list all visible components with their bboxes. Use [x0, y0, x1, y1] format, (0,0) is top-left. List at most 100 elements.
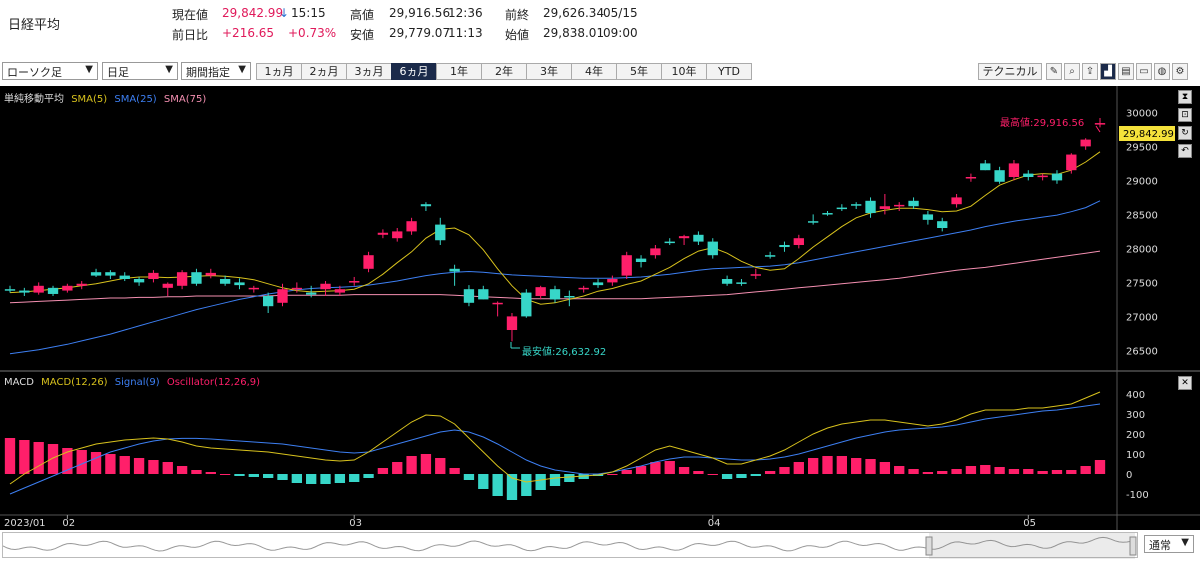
- change-value: +216.65: [222, 26, 275, 40]
- print-icon[interactable]: ▤: [1118, 63, 1134, 80]
- price-chart[interactable]: 30000 29500 29000 28500 28000 27500 27000 26500…: [0, 86, 1200, 530]
- y-tick-label: 29500: [1126, 142, 1158, 153]
- gear-icon[interactable]: ⚙: [1172, 63, 1188, 80]
- reset-icon[interactable]: ↻: [1178, 126, 1192, 140]
- candle: [1037, 175, 1048, 178]
- candle: [865, 200, 876, 214]
- navigator-mode-value: 通常: [1149, 539, 1171, 552]
- index-name: 日経平均: [8, 18, 61, 33]
- candle: [592, 282, 604, 286]
- candle: [678, 236, 690, 239]
- open-label: 始値: [505, 28, 530, 42]
- candle: [76, 283, 87, 286]
- candle: [119, 275, 130, 279]
- range-button[interactable]: 1ヵ月: [256, 63, 302, 80]
- navigator-handle[interactable]: [925, 536, 933, 556]
- y-tick-label: 28500: [1126, 210, 1158, 221]
- chart-canvas[interactable]: 30000 29500 29000 28500 28000 27500 27000 26500…: [0, 86, 1200, 530]
- change-pct: +0.73%: [288, 26, 337, 40]
- y-tick-label: 27000: [1126, 312, 1158, 323]
- candle: [1023, 173, 1034, 177]
- candle: [549, 289, 561, 300]
- macd-legend: MACD MACD(12,26) Signal(9) Oscillator(12…: [4, 377, 260, 388]
- oscillator-bar: [291, 474, 303, 483]
- x-tick-label: 02: [62, 518, 75, 529]
- caret-down-icon: ▼: [238, 64, 246, 75]
- x-tick-label: 2023/01: [4, 518, 46, 529]
- caret-down-icon: ▼: [85, 64, 93, 75]
- range-button[interactable]: 3年: [526, 63, 572, 80]
- candle: [463, 289, 475, 303]
- oscillator-bar: [176, 466, 188, 474]
- period-select[interactable]: 期間指定 ▼: [181, 62, 251, 80]
- oscillator-bar: [836, 456, 848, 474]
- navigator-canvas[interactable]: [2, 533, 1139, 559]
- close-icon[interactable]: ✕: [1178, 376, 1192, 390]
- oscillator-bar: [90, 452, 102, 474]
- low-time: 11:13: [448, 26, 483, 40]
- candle: [836, 207, 848, 210]
- oscillator-bar: [205, 472, 216, 474]
- open-value: 29,838.01: [543, 26, 605, 40]
- candle: [750, 274, 761, 276]
- candle: [19, 290, 30, 293]
- last-price-badge: [1119, 126, 1175, 141]
- range-button[interactable]: 6ヵ月: [391, 63, 437, 80]
- candle: [1066, 154, 1077, 171]
- lock-icon[interactable]: ⊡: [1178, 108, 1192, 122]
- caret-down-icon: ▼: [165, 64, 173, 75]
- range-button[interactable]: 2ヵ月: [301, 63, 347, 80]
- chart-type-select[interactable]: ローソク足 ▼: [2, 62, 98, 80]
- oscillator-bar: [549, 474, 561, 486]
- candle: [807, 221, 819, 223]
- range-button[interactable]: 2年: [481, 63, 527, 80]
- candle: [578, 287, 589, 290]
- share-icon[interactable]: ⇪: [1082, 63, 1098, 80]
- range-button[interactable]: 5年: [616, 63, 662, 80]
- range-button[interactable]: YTD: [706, 63, 752, 80]
- open-time: 09:00: [603, 26, 638, 40]
- candle: [334, 289, 346, 293]
- candle: [736, 282, 747, 284]
- collapse-icon[interactable]: ⧗: [1178, 90, 1192, 104]
- oscillator-bar: [277, 474, 288, 480]
- candle: [793, 238, 804, 245]
- oscillator-bar: [965, 466, 977, 474]
- high-value: 29,916.56: [389, 6, 451, 20]
- range-button[interactable]: 10年: [661, 63, 707, 80]
- oscillator-bar: [392, 462, 403, 474]
- oscillator-bar: [1051, 470, 1063, 474]
- zoom-icon[interactable]: ⌕: [1064, 63, 1080, 80]
- navigator-mode-select[interactable]: 通常 ▼: [1144, 535, 1194, 553]
- candle: [406, 221, 417, 232]
- candle: [822, 213, 833, 215]
- oscillator-bar: [449, 468, 460, 474]
- interval-select[interactable]: 日足 ▼: [102, 62, 178, 80]
- oscillator-bar: [191, 470, 202, 474]
- oscillator-bar: [678, 467, 690, 474]
- range-button[interactable]: 4年: [571, 63, 617, 80]
- undo-icon[interactable]: ↶: [1178, 144, 1192, 158]
- oscillator-bar: [363, 474, 374, 478]
- chart-icon[interactable]: ▟: [1100, 63, 1116, 80]
- macd-y-tick-label: 400: [1126, 390, 1145, 401]
- globe-icon[interactable]: ◍: [1154, 63, 1170, 80]
- pencil-icon[interactable]: ✎: [1046, 63, 1062, 80]
- range-navigator[interactable]: [2, 532, 1139, 559]
- candle: [664, 241, 675, 244]
- candle: [133, 279, 145, 283]
- oscillator-bar: [234, 474, 245, 476]
- chart-type-value: ローソク足: [7, 66, 62, 79]
- navigator-selection[interactable]: [929, 533, 1135, 559]
- technical-button[interactable]: テクニカル: [978, 63, 1042, 80]
- candle: [234, 282, 245, 286]
- oscillator-bar: [779, 467, 790, 474]
- sma5-line: [9, 151, 1101, 305]
- candle: [320, 283, 331, 290]
- range-button[interactable]: 3ヵ月: [346, 63, 392, 80]
- range-button[interactable]: 1年: [436, 63, 482, 80]
- navigator-handle[interactable]: [1129, 536, 1137, 556]
- signal-legend: Signal(9): [114, 377, 160, 388]
- macd-y-tick-label: 200: [1126, 430, 1145, 441]
- folder-icon[interactable]: ▭: [1136, 63, 1152, 80]
